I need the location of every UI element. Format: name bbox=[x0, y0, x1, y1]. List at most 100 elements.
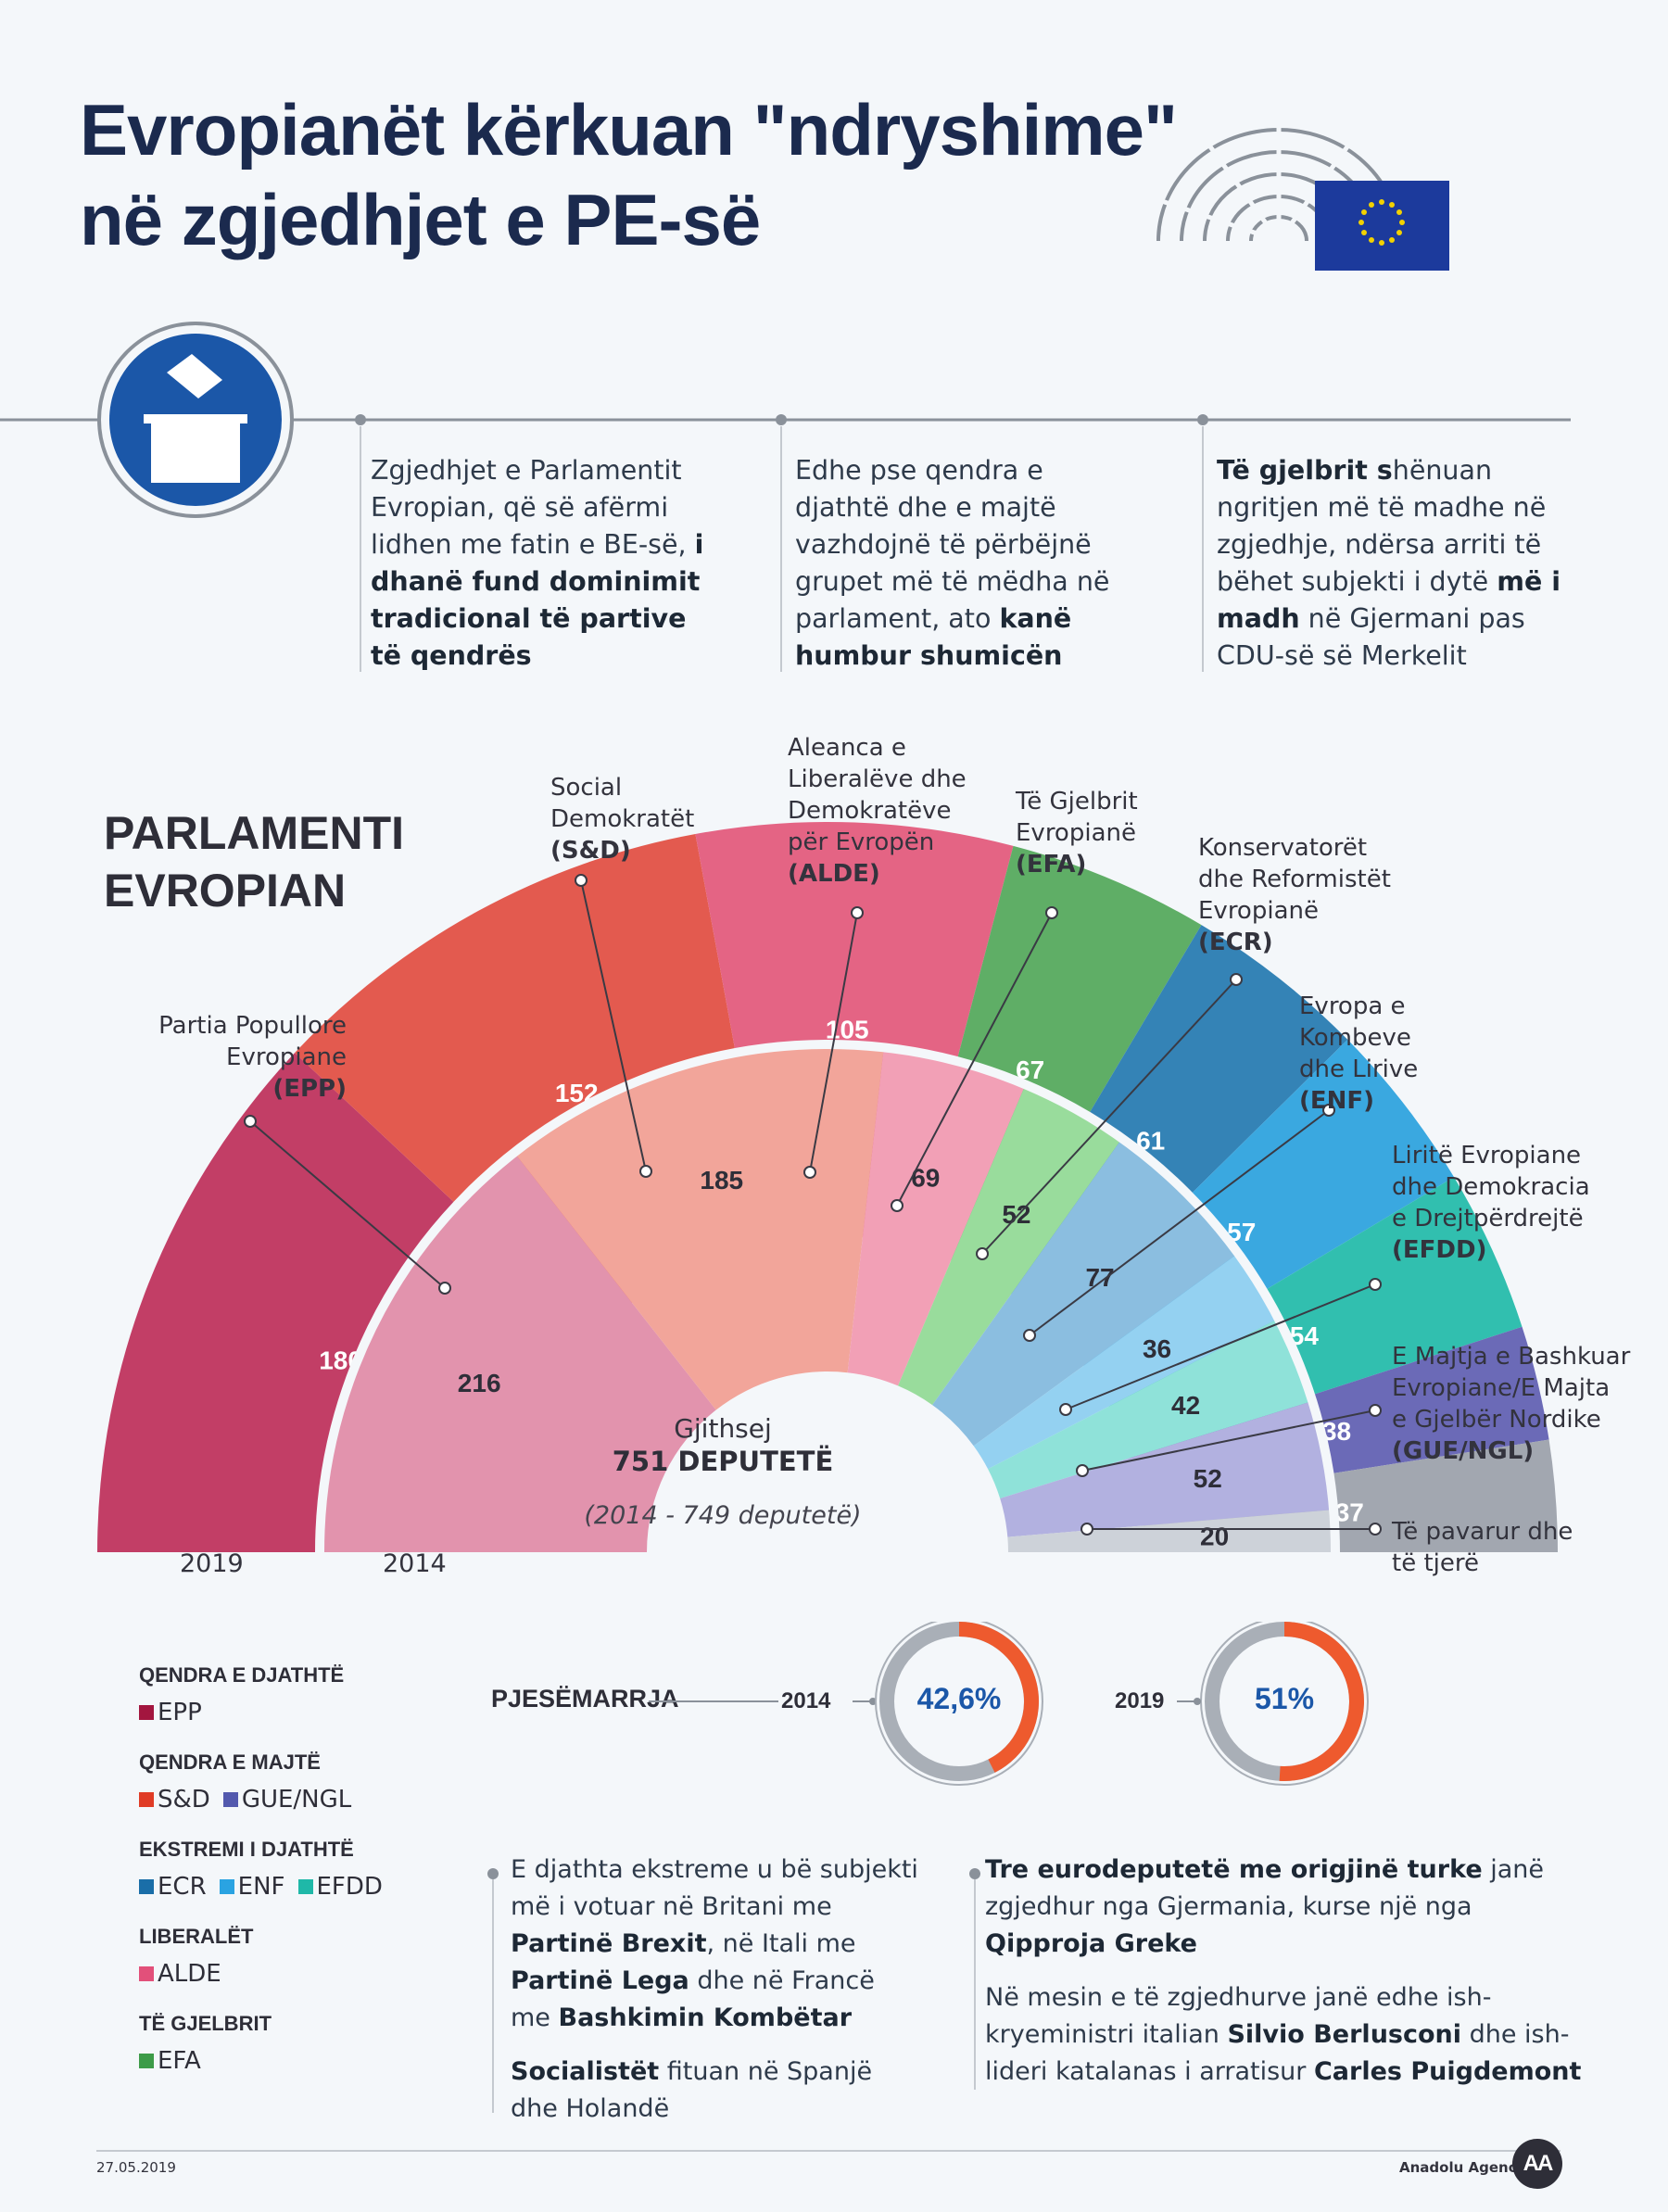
seat-2014-value-label: 216 bbox=[458, 1369, 501, 1397]
group-label-ecr: Konservatorët dhe Reformistët Evropianë (EC… bbox=[1198, 832, 1439, 958]
leader-dot bbox=[1059, 1403, 1072, 1416]
group-label-line: Liberalëve dhe bbox=[788, 765, 967, 793]
intro-timeline bbox=[0, 322, 1571, 672]
leader-line bbox=[1065, 1283, 1376, 1410]
legend-heading: QENDRA E DJATHTË bbox=[139, 1663, 345, 1687]
legend-heading: EKSTREMI I DJATHTË bbox=[139, 1838, 354, 1861]
note-left-segment: Partinë Brexit bbox=[511, 1929, 707, 1958]
group-label-t-pavarur-dhe-t-tjer-: Të pavarur dhe të tjerë bbox=[1392, 1516, 1633, 1579]
legend-item: S&D bbox=[139, 1786, 210, 1814]
group-label-abbr: (EPP) bbox=[272, 1075, 347, 1103]
legend-swatch bbox=[139, 1705, 154, 1720]
title-line-2: në zgjedhjet e PE-së bbox=[80, 179, 761, 260]
seat-2014-efa bbox=[898, 1087, 1121, 1406]
group-label-abbr: (EFDD) bbox=[1392, 1236, 1487, 1264]
group-label-efdd: Liritë Evropiane dhe Demokracia e Drejtpër… bbox=[1392, 1140, 1633, 1266]
notes-right-rule bbox=[969, 1868, 980, 2090]
leader-dot bbox=[1369, 1278, 1382, 1291]
donut-fill bbox=[958, 1622, 1039, 1773]
year-label-2014: 2014 bbox=[383, 1549, 447, 1578]
group-label-line: Demokratëve bbox=[788, 797, 952, 825]
turnout-value-2014: 42,6% bbox=[916, 1682, 1002, 1715]
legend-swatch bbox=[139, 1792, 154, 1807]
leader-dot bbox=[851, 906, 864, 919]
legend-label: EFDD bbox=[316, 1873, 383, 1901]
turnout-year-2019: 2019 bbox=[1115, 1688, 1165, 1713]
legend-item: ALDE bbox=[139, 1960, 221, 1988]
page-title: Evropianët kërkuan "ndryshime" në zgjedh… bbox=[80, 85, 1238, 265]
legend-label: ALDE bbox=[158, 1960, 221, 1988]
turnout-charts bbox=[649, 1622, 1369, 1786]
group-label-line: Kombeve bbox=[1299, 1024, 1411, 1052]
leader-dot bbox=[1369, 1523, 1382, 1536]
leader-dot bbox=[575, 874, 588, 887]
legend-swatch bbox=[222, 1792, 238, 1807]
note-left-segment: Partinë Lega bbox=[511, 1966, 689, 1995]
intro-column-2-segment: Edhe pse qendra e djathtë dhe e majtë va… bbox=[795, 455, 1110, 634]
note-left-segment: fituan në Spanjë dhe Holandë bbox=[511, 2057, 873, 2123]
note-left-paragraph: E djathta ekstreme u bë subjekti më i vo… bbox=[511, 1852, 918, 2037]
legend-label: ECR bbox=[158, 1873, 207, 1901]
group-label-enf: Evropa e Kombeve dhe Lirive (ENF) bbox=[1299, 991, 1485, 1117]
group-label-line: Konservatorët bbox=[1198, 834, 1368, 862]
seat-2014-value-label: 69 bbox=[911, 1164, 940, 1193]
leader-line bbox=[580, 879, 647, 1172]
parliament-heading-line-1: PARLAMENTI bbox=[104, 807, 405, 859]
legend-label: GUE/NGL bbox=[241, 1786, 352, 1814]
total-value: 751 DEPUTETË bbox=[612, 1446, 834, 1477]
donut-outline bbox=[875, 1622, 1043, 1786]
group-label-line: dhe Lirive bbox=[1299, 1055, 1419, 1083]
legend-swatch bbox=[139, 2054, 154, 2068]
group-label-abbr: (EFA) bbox=[1016, 851, 1087, 878]
intro-column-3-segment: hënuan ngritjen më të madhe në zgjedhje,… bbox=[1217, 455, 1547, 597]
group-label-abbr: (GUE/NGL) bbox=[1392, 1437, 1535, 1465]
leader-dot bbox=[1369, 1404, 1382, 1417]
legend-item: EFDD bbox=[297, 1873, 383, 1901]
note-left-segment: Bashkimin Kombëtar bbox=[558, 2003, 853, 2032]
note-left-paragraph: Socialistët fituan në Spanjë dhe Holandë bbox=[511, 2054, 918, 2128]
group-label-line: Evropianë bbox=[1016, 819, 1136, 847]
seat-2014-value-label: 52 bbox=[1194, 1464, 1222, 1493]
legend-row: ALDE bbox=[139, 1960, 528, 1988]
leader-dot bbox=[1230, 973, 1243, 986]
group-label-line: Evropianë bbox=[1198, 897, 1319, 925]
notes-left-rule bbox=[487, 1868, 499, 2113]
legend-heading: LIBERALËT bbox=[139, 1925, 254, 1948]
ring-separator bbox=[315, 1040, 1340, 1553]
intro-column-3-segment: Të gjelbrit s bbox=[1217, 455, 1393, 486]
eu-stars-icon bbox=[1358, 199, 1405, 246]
note-right-paragraph: Në mesin e të zgjedhurve janë edhe ish-k… bbox=[985, 1979, 1597, 2091]
group-label-efa: Të Gjelbrit Evropianë (EFA) bbox=[1016, 786, 1201, 880]
note-right-segment: Qipproja Greke bbox=[985, 1929, 1197, 1958]
leader-dot bbox=[1322, 1104, 1335, 1117]
group-label-gue-ngl: E Majtja e Bashkuar Evropiane/E Majta e Gj… bbox=[1392, 1341, 1651, 1467]
note-left-segment: Socialistët bbox=[511, 2057, 660, 2086]
group-label-line: E Majtja e Bashkuar bbox=[1392, 1343, 1631, 1371]
legend-item: EPP bbox=[139, 1699, 202, 1726]
legend-item: ENF bbox=[219, 1873, 285, 1901]
intro-column-2-segment: kanë humbur shumicën bbox=[795, 603, 1072, 671]
party-legend: QENDRA E DJATHTË EPP QENDRA E MAJTË S&D GUE/… bbox=[139, 1663, 528, 2075]
group-label-line: Të pavarur dhe bbox=[1392, 1518, 1573, 1546]
legend-swatch bbox=[219, 1879, 234, 1894]
seat-2014-s-d bbox=[515, 1047, 884, 1410]
leader-line bbox=[896, 912, 1053, 1207]
seat-2014-value-label: 36 bbox=[1143, 1334, 1171, 1363]
intro-column-3-segment: në Gjermani pas CDU-së së Merkelit bbox=[1217, 603, 1525, 671]
note-right-segment: Në mesin e të zgjedhurve janë edhe ish-k… bbox=[985, 1983, 1492, 2049]
turnout-label: PJESËMARRJA bbox=[491, 1685, 679, 1713]
donut-fill bbox=[1279, 1622, 1364, 1781]
leader-dot bbox=[976, 1247, 989, 1260]
intro-column-3-segment: më i madh bbox=[1217, 566, 1561, 634]
notes-left: E djathta ekstreme u bë subjekti më i vo… bbox=[511, 1852, 918, 2128]
group-label-line: Evropiane bbox=[226, 1043, 347, 1071]
legend-row: S&D GUE/NGL bbox=[139, 1786, 528, 1814]
seat-2014-t-pavarur-dhe-t-tjer- bbox=[1007, 1510, 1333, 1552]
footer-divider bbox=[96, 2150, 1561, 2152]
seat-2014-alde bbox=[847, 1050, 1025, 1386]
leader-dot bbox=[639, 1165, 652, 1178]
note-left-segment: E djathta ekstreme u bë subjekti më i vo… bbox=[511, 1855, 918, 1921]
group-label-line: e Drejtpërdrejtë bbox=[1392, 1205, 1584, 1232]
group-label-line: dhe Demokracia bbox=[1392, 1173, 1590, 1201]
